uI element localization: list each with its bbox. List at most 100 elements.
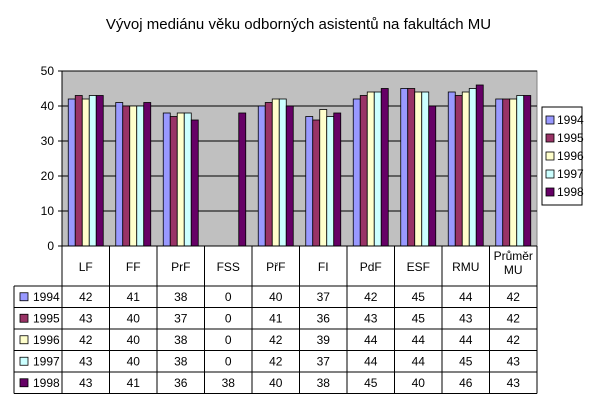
bar-1995-PrF (169, 116, 178, 247)
table-cell-value: 36 (317, 311, 331, 325)
table-cell-value: 46 (459, 376, 473, 390)
table-cell-value: 38 (174, 354, 188, 368)
table-cell-value: 37 (174, 311, 188, 325)
x-category-label: PdF (360, 260, 382, 274)
bar-1997-PdF (373, 91, 382, 247)
table-series-key-1996 (19, 335, 29, 345)
bar-1998-PřF (285, 105, 294, 247)
table-cell-value: 44 (412, 333, 426, 347)
bar-1995-Průměr MU (502, 98, 511, 247)
table-cell-value: 42 (507, 311, 521, 325)
table-cell-value: 44 (364, 333, 378, 347)
table-cell-value: 43 (79, 354, 93, 368)
x-category-label-line: Průměr (494, 249, 533, 263)
legend-label: 1995 (557, 131, 584, 145)
table-series-key-1995 (19, 313, 29, 323)
table-cell-value: 40 (269, 290, 283, 304)
legend-swatch-1998 (545, 187, 555, 197)
bar-1997-FI (326, 116, 335, 247)
bar-1998-LF (95, 95, 104, 247)
bar-1998-PrF (190, 119, 199, 247)
table-series-key-1994 (19, 292, 29, 302)
bar-1994-RMU (447, 91, 456, 247)
table-cell-value: 45 (459, 354, 473, 368)
table-cell-value: 44 (412, 354, 426, 368)
table-cell-value: 45 (412, 290, 426, 304)
bar-1996-ESF (414, 91, 423, 247)
bar-1996-RMU (461, 91, 470, 247)
bar-1997-RMU (468, 88, 477, 247)
bar-1994-Průměr MU (495, 98, 504, 247)
table-series-name: 1998 (33, 376, 60, 390)
bar-1997-LF (88, 95, 97, 247)
table-cell-value: 44 (459, 333, 473, 347)
table-cell-value: 41 (127, 290, 141, 304)
y-tick-label: 30 (41, 134, 55, 148)
table-cell-value: 44 (364, 354, 378, 368)
table-cell-value: 43 (364, 311, 378, 325)
bar-1996-LF (81, 98, 90, 247)
table-cell-value: 39 (317, 333, 331, 347)
table-cell-value: 40 (127, 354, 141, 368)
table-cell-value: 42 (269, 354, 283, 368)
x-category-label: FF (126, 260, 141, 274)
bar-1997-ESF (421, 91, 430, 247)
y-tick-label: 0 (47, 239, 54, 253)
table-cell-value: 43 (507, 354, 521, 368)
legend-swatch-1995 (545, 133, 555, 143)
y-tick-label: 20 (41, 169, 55, 183)
bar-1994-FI (305, 116, 314, 247)
bar-1995-RMU (454, 95, 463, 247)
table-cell-value: 40 (127, 311, 141, 325)
legend-label: 1996 (557, 149, 584, 163)
y-tick-label: 40 (41, 99, 55, 113)
bar-1995-PřF (264, 102, 273, 247)
bar-1998-RMU (475, 84, 484, 247)
table-cell-value: 42 (364, 290, 378, 304)
table-cell-value: 40 (127, 333, 141, 347)
bar-1998-FI (333, 112, 342, 247)
bar-1996-FI (319, 109, 328, 247)
bar-1995-PdF (359, 95, 368, 247)
bar-1995-FI (312, 119, 321, 247)
table-cell-value: 38 (317, 376, 331, 390)
bar-1998-ESF (428, 105, 437, 247)
table-cell-value: 38 (174, 290, 188, 304)
table-cell-value: 43 (459, 311, 473, 325)
table-cell-value: 44 (459, 290, 473, 304)
table-series-name: 1996 (33, 333, 60, 347)
bar-1995-FF (122, 105, 131, 247)
table-cell-value: 0 (225, 311, 232, 325)
bar-1996-FF (129, 105, 138, 247)
bar-1994-LF (67, 98, 76, 247)
x-category-label: PřF (266, 260, 285, 274)
chart-title: Vývoj mediánu věku odborných asistentů n… (105, 16, 492, 33)
table-cell-value: 45 (364, 376, 378, 390)
table-series-name: 1997 (33, 354, 60, 368)
bar-1998-Průměr MU (523, 95, 532, 247)
table-cell-value: 42 (507, 290, 521, 304)
bar-1995-LF (74, 95, 83, 247)
table-cell-value: 0 (225, 333, 232, 347)
x-category-label: ESF (407, 260, 430, 274)
bar-1996-PrF (176, 112, 185, 247)
x-category-label: FSS (217, 260, 240, 274)
x-category-label: PrF (171, 260, 190, 274)
table-cell-value: 42 (79, 333, 93, 347)
bar-1997-Průměr MU (516, 95, 525, 247)
legend-swatch-1997 (545, 169, 555, 179)
table-cell-value: 37 (317, 290, 331, 304)
table-cell-value: 38 (222, 376, 236, 390)
table-cell-value: 41 (127, 376, 141, 390)
table-cell-value: 43 (79, 376, 93, 390)
x-category-label: RMU (452, 260, 479, 274)
table-cell-value: 36 (174, 376, 188, 390)
table-cell-value: 42 (507, 333, 521, 347)
bar-1997-PrF (183, 112, 192, 247)
bar-1996-PřF (271, 98, 280, 247)
bar-1998-FSS (238, 112, 247, 247)
bar-1996-Průměr MU (509, 98, 518, 247)
x-category-label-line: MU (504, 263, 523, 277)
bar-1994-PdF (352, 98, 361, 247)
